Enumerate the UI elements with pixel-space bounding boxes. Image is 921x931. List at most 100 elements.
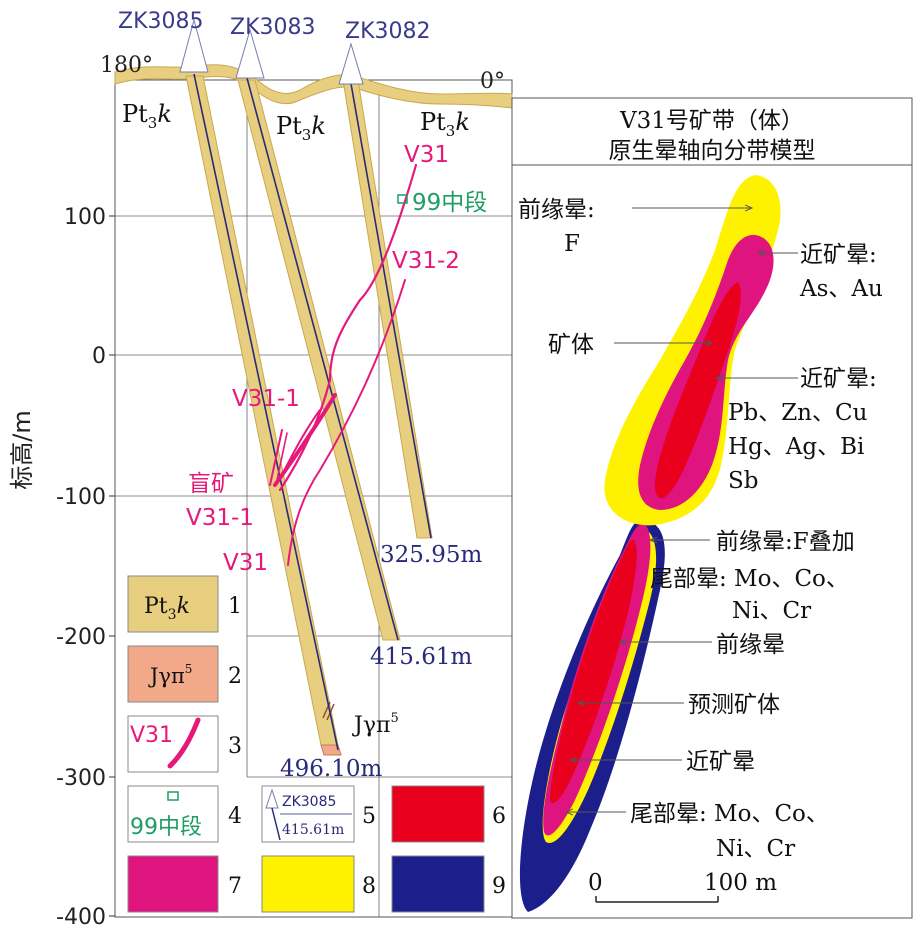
legend-number: 3 xyxy=(228,734,242,759)
legend: Pt3k Jγπ5 V31 99中段 ZK3085 415.61m 1 2 3 … xyxy=(127,575,506,913)
model-frame xyxy=(511,97,913,919)
vein-label-v31-1-lower: V31-1 xyxy=(186,505,254,531)
legend-level-marker xyxy=(167,791,179,801)
depth-label: 496.10m xyxy=(280,756,382,782)
label-front-overlay: 前缘晕:F叠加 xyxy=(716,529,855,555)
vein-label-v31-lower: V31 xyxy=(223,550,268,576)
legend-label-drill: ZK3085 xyxy=(282,794,336,810)
grid-lines xyxy=(115,78,512,917)
label-near-halo-1: 近矿晕: xyxy=(800,242,877,268)
depth-labels: 325.95m 415.61m 496.10m xyxy=(280,542,482,782)
angle-label-0: 0° xyxy=(480,69,505,94)
label-tail-halo-2b: Ni、Cr xyxy=(716,836,795,862)
drill-names: ZK3085 ZK3083 ZK3082 xyxy=(118,9,431,44)
legend-label-level: 99中段 xyxy=(130,815,202,840)
tick-label: -400 xyxy=(56,905,106,930)
label-near-halo-2-elements-1: Pb、Zn、Cu xyxy=(728,400,867,426)
vein-labels: V31 V31-2 V31-1 盲矿 V31-1 V31 xyxy=(186,142,460,576)
legend-swatch-tail-halo xyxy=(391,855,485,913)
granite-intersection xyxy=(320,744,342,756)
legend-swatch-front-halo xyxy=(261,855,355,913)
legend-number: 1 xyxy=(228,594,242,619)
legend-number: 6 xyxy=(492,804,506,829)
scale-bar xyxy=(595,896,719,903)
label-tail-halo-1b: Ni、Cr xyxy=(732,598,811,624)
label-ore-body: 矿体 xyxy=(548,332,594,358)
angle-label-180: 180° xyxy=(100,53,153,78)
model-texts: V31号矿带（体） 原生晕轴向分带模型 前缘晕: F 近矿晕: As、Au 矿体… xyxy=(518,108,883,896)
legend-number: 4 xyxy=(228,804,242,829)
legend-number: 9 xyxy=(492,874,506,899)
predicted-ore-body xyxy=(550,539,637,804)
label-predicted-ore: 预测矿体 xyxy=(688,692,780,718)
legend-number: 7 xyxy=(228,874,242,899)
drill-name: ZK3083 xyxy=(230,15,316,40)
topography-surface xyxy=(114,64,513,109)
granite-label: Jγπ5 xyxy=(352,711,399,738)
legend-number: 8 xyxy=(362,874,376,899)
tick-label: -100 xyxy=(56,485,106,510)
ore-veins xyxy=(269,163,418,566)
tick-label: -300 xyxy=(56,766,106,791)
tick-label: -200 xyxy=(56,625,106,650)
drill-name: ZK3082 xyxy=(345,19,431,44)
legend-swatch-formation xyxy=(127,575,219,633)
label-front-halo: 前缘晕: xyxy=(518,197,595,223)
drill-name: ZK3085 xyxy=(118,9,204,34)
model-title-line1: V31号矿带（体） xyxy=(619,108,804,134)
leader-lines xyxy=(566,208,798,812)
label-tail-halo-1: 尾部晕: Mo、Co、 xyxy=(650,566,849,592)
level-label: 99中段 xyxy=(412,190,487,216)
legend-label-depth: 415.61m xyxy=(282,822,344,838)
vein-v31-1b xyxy=(281,409,321,476)
label-front-halo-f: F xyxy=(564,231,580,257)
depth-label: 325.95m xyxy=(380,542,482,568)
label-near-halo-1-elements: As、Au xyxy=(799,276,883,302)
y-axis-labels: 100 0 -100 -200 -300 -400 xyxy=(56,205,106,930)
vein-v31-2 xyxy=(287,279,406,566)
collar-markers xyxy=(179,18,364,85)
label-near-halo-2: 近矿晕: xyxy=(800,366,877,392)
vein-blind-ore xyxy=(269,429,283,486)
drill-band-zk3083 xyxy=(237,79,401,641)
label-front-halo-2: 前缘晕 xyxy=(716,632,785,658)
legend-numbers: 1 2 3 4 5 6 7 8 9 xyxy=(228,594,506,899)
formation-label: Pt3k xyxy=(276,112,326,144)
model-title-line2: 原生晕轴向分带模型 xyxy=(609,138,816,164)
formation-label: Pt3k xyxy=(122,100,172,132)
ore-body xyxy=(654,282,741,499)
cross-section-panel xyxy=(109,18,513,918)
legend-label-granite: Jγπ5 xyxy=(148,662,192,688)
scale-label-hundred: 100 m xyxy=(704,870,777,896)
legend-swatch-near-halo xyxy=(127,855,219,913)
legend-drill-line xyxy=(271,807,281,841)
legend-number: 5 xyxy=(362,804,376,829)
legend-number: 2 xyxy=(228,664,242,689)
formation-label: Pt3k xyxy=(420,108,470,140)
depth-label: 415.61m xyxy=(370,644,472,670)
legend-swatch-ore xyxy=(391,785,485,843)
legend-swatch-granite xyxy=(127,645,219,703)
vein-label-blind-ore: 盲矿 xyxy=(188,471,234,497)
vein-blind-ore-b xyxy=(276,432,288,481)
vein-label-v31-2: V31-2 xyxy=(392,248,460,274)
zoning-model-panel xyxy=(511,97,913,919)
label-near-halo-2-elements-3: Sb xyxy=(728,468,758,494)
legend-vein-line xyxy=(167,717,201,769)
drill-hole-traces xyxy=(193,73,432,751)
label-tail-halo-2: 尾部晕: Mo、Co、 xyxy=(630,801,829,827)
level-marker xyxy=(397,194,408,204)
scale-label-zero: 0 xyxy=(588,870,603,896)
tick-label: 100 xyxy=(64,205,106,230)
y-axis-title: 标高/m xyxy=(8,410,36,489)
tick-label: 0 xyxy=(92,344,106,369)
legend-label-formation: Pt3k xyxy=(144,594,190,623)
label-near-halo-2-elements-2: Hg、Ag、Bi xyxy=(728,434,864,460)
label-near-halo-3: 近矿晕 xyxy=(686,749,755,775)
formation-labels: Pt3k Pt3k Pt3k xyxy=(122,100,470,144)
y-axis-ticks xyxy=(109,215,115,917)
vein-label-v31: V31 xyxy=(404,142,449,168)
legend-swatch-level xyxy=(127,785,219,843)
vein-label-v31-1: V31-1 xyxy=(232,386,300,412)
